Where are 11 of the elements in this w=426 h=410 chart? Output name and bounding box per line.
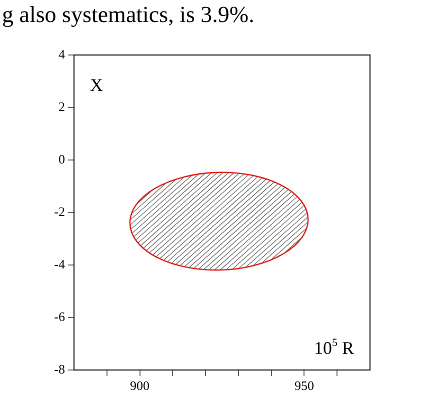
y-tick-label: -8 bbox=[54, 361, 65, 376]
x-tick-label: 900 bbox=[130, 378, 150, 394]
y-tick-label: 2 bbox=[58, 98, 65, 114]
y-tick-label: -6 bbox=[54, 308, 66, 324]
y-tick-label: 0 bbox=[58, 151, 65, 166]
y-tick-label: 4 bbox=[58, 46, 66, 62]
chart-title: g also systematics, is 3.9%. bbox=[2, 2, 254, 28]
y-tick-label: -2 bbox=[54, 204, 65, 219]
y-axis-title: X bbox=[90, 75, 103, 95]
x-tick-label: 950 bbox=[294, 378, 314, 394]
y-tick-label: -4 bbox=[54, 256, 66, 272]
